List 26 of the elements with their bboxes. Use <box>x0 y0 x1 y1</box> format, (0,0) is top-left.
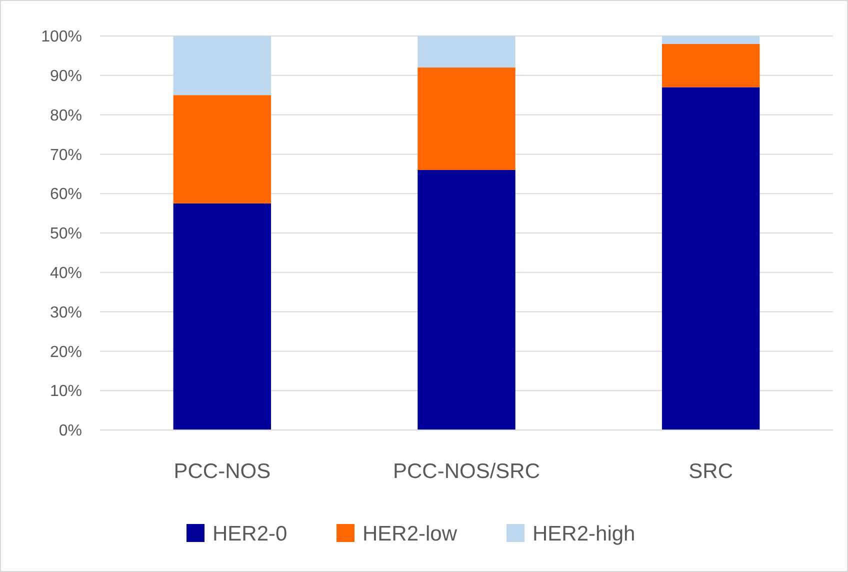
bar <box>662 44 760 88</box>
y-tick-label: 10% <box>50 383 82 400</box>
y-tick-label: 40% <box>50 265 82 282</box>
y-tick-label: 100% <box>41 28 82 46</box>
bar <box>418 36 516 68</box>
x-tick-label: PCC-NOS/SRC <box>392 460 540 483</box>
x-tick-label: PCC-NOS <box>174 460 271 483</box>
y-tick-label: 80% <box>50 107 82 124</box>
bar <box>173 36 272 96</box>
bar <box>662 36 760 44</box>
legend-label: HER2-low <box>362 522 458 546</box>
y-tick-label: 20% <box>50 344 82 361</box>
y-tick-label: 90% <box>50 68 82 85</box>
bar <box>173 203 272 430</box>
y-tick-label: 70% <box>50 146 82 164</box>
y-tick-label: 30% <box>50 304 82 322</box>
y-tick-label: 0% <box>58 422 82 440</box>
bar <box>662 87 760 430</box>
bar <box>418 170 516 430</box>
bar <box>418 68 516 170</box>
legend-label: HER2-0 <box>212 522 288 546</box>
legend-label: HER2-high <box>532 522 636 546</box>
y-tick-label: 60% <box>50 186 82 204</box>
bar <box>173 95 272 204</box>
x-tick-label: SRC <box>688 460 734 483</box>
y-tick-label: 50% <box>50 226 82 243</box>
